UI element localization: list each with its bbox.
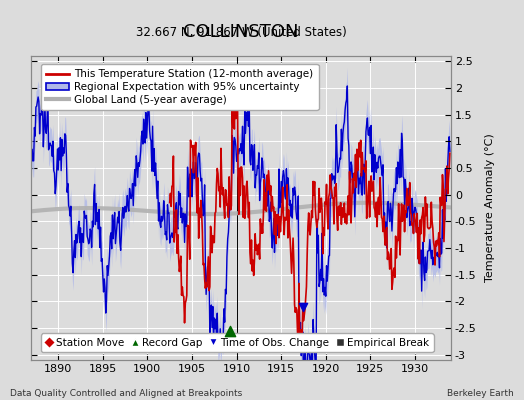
Y-axis label: Temperature Anomaly (°C): Temperature Anomaly (°C): [485, 134, 495, 282]
Title: COLLINSTON: COLLINSTON: [183, 22, 299, 40]
Text: Data Quality Controlled and Aligned at Breakpoints: Data Quality Controlled and Aligned at B…: [10, 389, 243, 398]
Point: [226, 328, 235, 334]
Point: [299, 304, 308, 310]
Text: 32.667 N, 91.867 W (United States): 32.667 N, 91.867 W (United States): [136, 26, 346, 39]
Legend: Station Move, Record Gap, Time of Obs. Change, Empirical Break: Station Move, Record Gap, Time of Obs. C…: [41, 334, 433, 352]
Text: Berkeley Earth: Berkeley Earth: [447, 389, 514, 398]
